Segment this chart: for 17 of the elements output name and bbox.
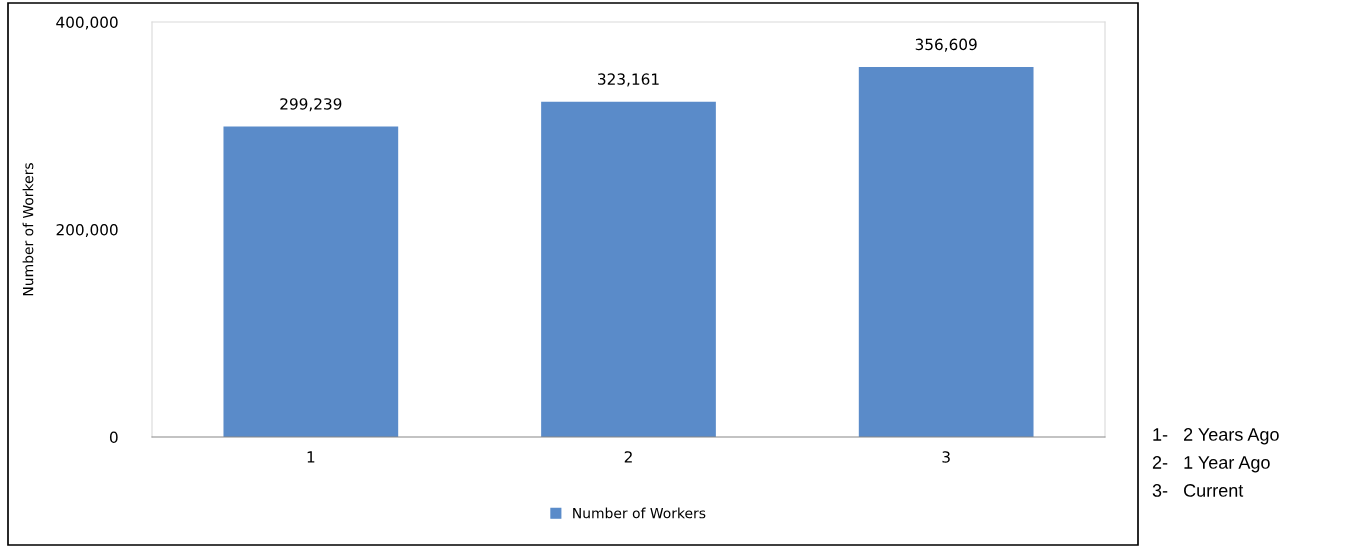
data-label: 299,239 bbox=[280, 98, 342, 112]
x-tick-label: 2 bbox=[624, 451, 632, 463]
x-tick-label: 3 bbox=[942, 451, 950, 463]
text: 1- 2 Years Ago bbox=[1153, 428, 1279, 445]
bar bbox=[223, 126, 399, 437]
text: 2- 1 Year Ago bbox=[1152, 456, 1270, 473]
text: 3- Current bbox=[1152, 484, 1244, 497]
y-tick-label: 200,000 bbox=[56, 223, 118, 238]
legend-label: Number of Workers bbox=[573, 507, 706, 519]
y-tick-label: 0 bbox=[109, 431, 118, 444]
bar bbox=[541, 101, 716, 437]
data-label: 356,609 bbox=[915, 38, 977, 52]
x-tick-label: 1 bbox=[307, 451, 315, 463]
y-axis-title: Number of Workers bbox=[22, 163, 34, 296]
data-label: 323,161 bbox=[598, 73, 659, 87]
bar bbox=[858, 67, 1034, 437]
y-tick-label: 400,000 bbox=[56, 16, 118, 30]
